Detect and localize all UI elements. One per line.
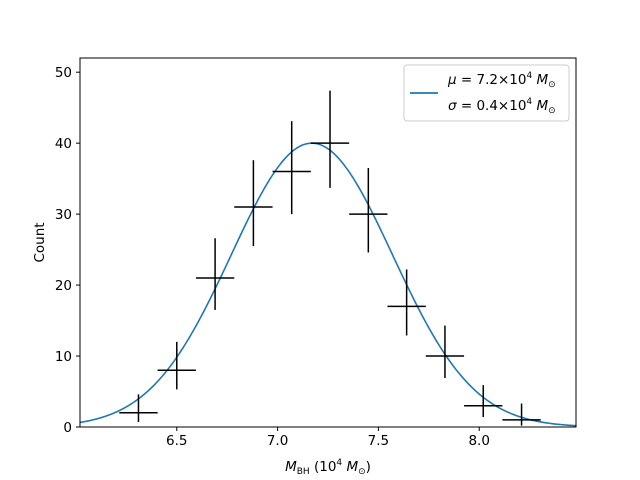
errorbar-point-7 bbox=[349, 167, 388, 253]
x-tick-label: 8.0 bbox=[468, 433, 489, 449]
legend: μ = 7.2×104 M⊙ σ = 0.4×104 M⊙ bbox=[403, 64, 570, 122]
x-axis-label: MBH (104 M⊙) bbox=[285, 458, 371, 477]
legend-box bbox=[403, 64, 570, 122]
plot-frame bbox=[79, 57, 577, 428]
gaussian-fit-line bbox=[80, 142, 576, 427]
errorbar-point-3 bbox=[195, 238, 235, 310]
errorbar-point-10 bbox=[464, 385, 503, 418]
errorbar-point-11 bbox=[502, 403, 541, 426]
legend-sigma-text: σ = 0.4×104 M⊙ bbox=[448, 97, 556, 116]
y-tick-label: 40 bbox=[55, 136, 72, 152]
y-tick-label: 10 bbox=[55, 349, 72, 365]
errorbar-point-1 bbox=[119, 394, 158, 423]
y-tick-label: 0 bbox=[63, 420, 72, 436]
errorbar-point-6 bbox=[310, 90, 350, 188]
y-tick-label: 20 bbox=[55, 278, 72, 294]
errorbar-point-8 bbox=[387, 269, 426, 336]
x-tick-label: 6.5 bbox=[166, 433, 187, 449]
legend-mu-text: μ = 7.2×104 M⊙ bbox=[447, 71, 556, 90]
x-tick-label: 7.5 bbox=[368, 433, 389, 449]
y-axis-label: Count bbox=[32, 222, 48, 262]
y-tick-label: 30 bbox=[55, 207, 72, 223]
y-tick-label: 50 bbox=[55, 65, 72, 81]
errorbar-point-9 bbox=[425, 325, 465, 379]
axes-ticks: 6.5 7.0 7.5 8.0 0 10 20 30 40 50 bbox=[55, 65, 490, 449]
errorbar-point-5 bbox=[272, 121, 311, 215]
plot-area bbox=[80, 90, 576, 427]
errorbar-point-2 bbox=[157, 341, 196, 390]
x-tick-label: 7.0 bbox=[267, 433, 288, 449]
errorbar-point-4 bbox=[234, 160, 273, 247]
